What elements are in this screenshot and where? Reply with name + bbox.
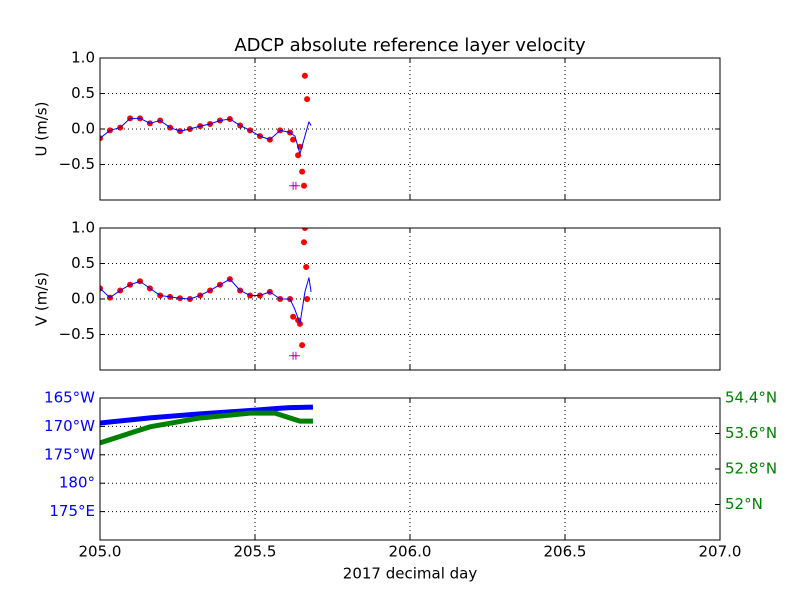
- y-tick-label: 180°: [59, 474, 95, 492]
- dot: [301, 228, 308, 231]
- y2-tick-label: 54.4°N: [725, 389, 777, 407]
- y2-tick-label: 52.8°N: [725, 460, 777, 478]
- x-tick-label: 206.5: [544, 543, 587, 561]
- plot-area: [100, 72, 312, 190]
- dot: [303, 264, 310, 271]
- x-axis-label: 2017 decimal day: [343, 565, 478, 583]
- axes-frame: [99, 57, 721, 201]
- y-tick-label: 0.5: [71, 84, 95, 102]
- y-tick-label: 1.0: [71, 219, 95, 237]
- plot-area: [100, 228, 312, 360]
- y-tick-label: 0.5: [71, 254, 95, 272]
- dot: [290, 136, 297, 143]
- dot: [299, 342, 306, 349]
- y2-tick-label: 53.6°N: [725, 424, 777, 442]
- y-axis-label: U (m/s): [33, 102, 51, 157]
- dot: [304, 96, 311, 103]
- plus-marker: [291, 351, 300, 360]
- dot: [299, 168, 306, 175]
- series-line: [100, 410, 313, 446]
- x-tick-label: 207.0: [699, 543, 742, 561]
- y-tick-label: −0.5: [59, 155, 95, 173]
- y-tick-label: 175°W: [44, 445, 95, 463]
- series-line: [100, 277, 312, 325]
- y-tick-label: 1.0: [71, 49, 95, 67]
- y-tick-label: −0.5: [59, 325, 95, 343]
- dot: [301, 72, 308, 79]
- y-tick-label: 175°E: [49, 502, 95, 520]
- x-tick-label: 206.0: [389, 543, 432, 561]
- y-tick-label: 170°W: [44, 417, 95, 435]
- dot: [290, 313, 297, 320]
- dot: [300, 182, 307, 189]
- series-line: [100, 117, 312, 155]
- plot-area: [100, 404, 314, 446]
- series-line: [100, 404, 314, 426]
- x-tick-label: 205.5: [234, 543, 277, 561]
- plus-marker: [291, 181, 300, 190]
- dot: [300, 239, 307, 246]
- dot: [304, 296, 311, 302]
- y-axis-label: V (m/s): [33, 272, 51, 326]
- y2-tick-label: 52°N: [725, 495, 763, 513]
- axes-frame: [99, 227, 721, 371]
- chart-title: ADCP absolute reference layer velocity: [234, 35, 586, 56]
- axes-frame: [99, 397, 721, 541]
- x-tick-label: 205.0: [79, 543, 122, 561]
- y-tick-label: 0.0: [71, 290, 95, 308]
- y-tick-label: 0.0: [71, 120, 95, 138]
- y-tick-label: 165°W: [44, 389, 95, 407]
